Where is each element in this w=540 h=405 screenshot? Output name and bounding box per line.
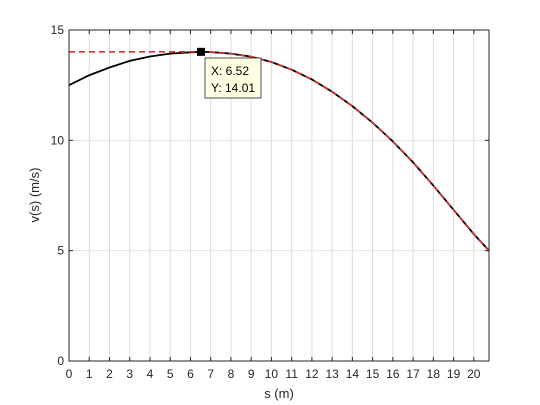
x-axis-label: s (m) (264, 386, 294, 401)
y-tick-label: 0 (57, 354, 64, 368)
x-tick-label: 20 (467, 367, 481, 381)
y-axis-label: v(s) (m/s) (27, 168, 42, 223)
x-tick-label: 12 (305, 367, 319, 381)
datatip-marker[interactable] (196, 47, 205, 56)
datatip-box (204, 57, 262, 99)
y-tick-label: 15 (51, 23, 65, 37)
plot-background (69, 30, 489, 361)
x-tick-label: 14 (346, 367, 360, 381)
x-tick-label: 0 (66, 367, 73, 381)
x-tick-label: 4 (147, 367, 154, 381)
x-tick-label: 13 (325, 367, 339, 381)
datatip[interactable]: X: 6.52 Y: 14.01 (204, 57, 262, 99)
datatip-x-text: X: 6.52 (211, 64, 249, 78)
x-tick-label: 9 (248, 367, 255, 381)
x-tick-label: 8 (228, 367, 235, 381)
x-tick-label: 15 (366, 367, 380, 381)
x-tick-label: 2 (106, 367, 113, 381)
x-tick-label: 19 (447, 367, 461, 381)
x-tick-label: 16 (386, 367, 400, 381)
x-tick-label: 10 (265, 367, 279, 381)
x-tick-label: 1 (86, 367, 93, 381)
y-tick-label: 10 (51, 133, 65, 147)
x-tick-label: 3 (126, 367, 133, 381)
y-tick-label: 5 (57, 244, 64, 258)
x-tick-label: 11 (285, 367, 298, 381)
marker-group (196, 47, 205, 56)
datatip-y-text: Y: 14.01 (211, 81, 255, 95)
x-tick-label: 5 (167, 367, 174, 381)
x-tick-label: 18 (427, 367, 441, 381)
series-group (68, 50, 490, 252)
plot-frame (68, 29, 490, 362)
x-tick-label: 7 (207, 367, 214, 381)
series-line-dashed (69, 51, 490, 252)
x-tick-label: 17 (406, 367, 420, 381)
x-tick-label: 6 (187, 367, 194, 381)
